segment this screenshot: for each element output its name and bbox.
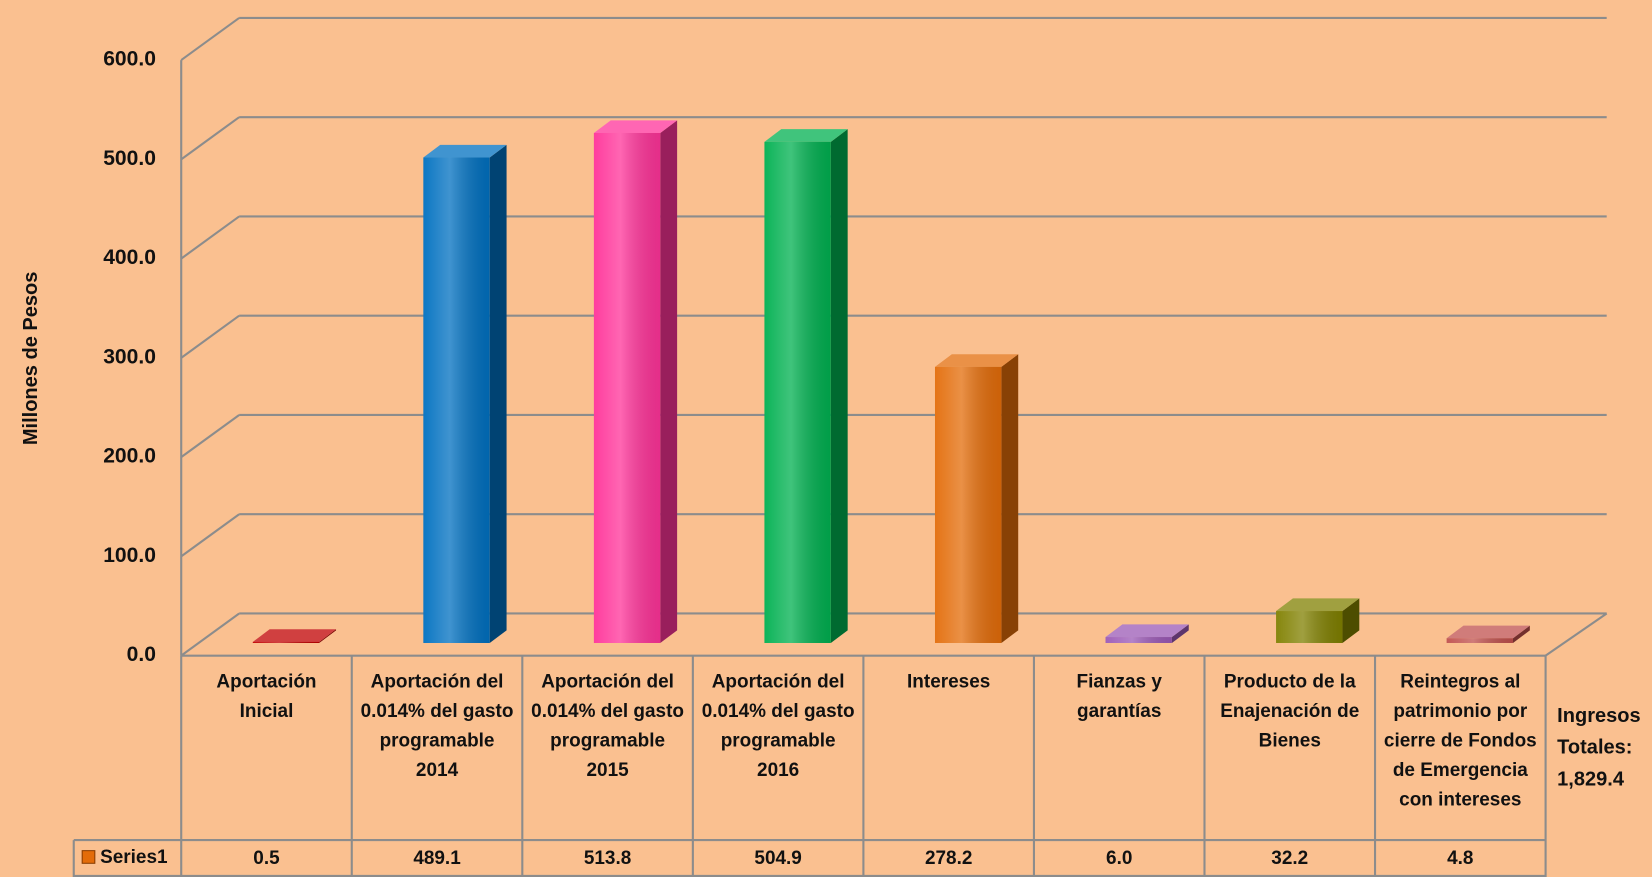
category-label: Fianzas y garantías [1076, 670, 1162, 721]
value-label: 504.9 [754, 848, 801, 869]
bar-front-shine [423, 157, 490, 643]
bar-top [423, 144, 507, 158]
y-tick-label: 300.0 [103, 345, 156, 368]
y-axis-label: Millones de Pesos [20, 272, 42, 446]
value-label: 0.5 [253, 848, 280, 869]
bar [764, 129, 848, 643]
bar [593, 120, 678, 643]
value-label: 489.1 [413, 848, 461, 869]
bar-side [489, 144, 507, 643]
category-label: Aportación Inicial [216, 670, 317, 721]
value-label: 513.8 [584, 848, 631, 869]
grid-line [180, 513, 240, 558]
bar-top [1446, 625, 1530, 639]
bar-side [1342, 598, 1360, 643]
category-label: Reintegros al patrimonio por cierre de F… [1383, 670, 1537, 810]
bar [1276, 598, 1360, 643]
grid-line [180, 414, 240, 458]
y-tick-label: 500.0 [103, 147, 156, 170]
value-label: 6.0 [1106, 848, 1132, 869]
bar-front-shine [1105, 637, 1172, 643]
bar-side [319, 629, 337, 643]
bar-side [1512, 625, 1530, 643]
bar [1446, 625, 1530, 643]
grid-line [180, 215, 240, 260]
y-tick-label: 600.0 [103, 48, 156, 71]
y-tick-label: 100.0 [103, 544, 156, 567]
bar-side [1001, 354, 1019, 643]
value-label: 4.8 [1447, 848, 1473, 869]
bar-top [1276, 598, 1360, 612]
grid-line [180, 116, 240, 161]
bar-front-shine [593, 132, 661, 643]
bar [423, 144, 507, 643]
bar-front-shine [764, 141, 831, 643]
category-label: Aportación del 0.014% del gasto programa… [531, 670, 684, 781]
category-label: Aportación del 0.014% del gasto programa… [701, 670, 855, 781]
legend-label: Series1 [100, 847, 168, 868]
bar-front-shine [934, 366, 1002, 643]
value-label: 32.2 [1271, 848, 1308, 869]
grid-line [180, 314, 240, 359]
bar [252, 629, 337, 643]
y-tick-label: 200.0 [103, 445, 156, 468]
bar [1105, 624, 1189, 643]
bar-side [660, 120, 678, 643]
value-label: 278.2 [925, 848, 972, 869]
annotation: Ingresos Totales: 1,829.4 [1557, 705, 1641, 791]
category-label: Producto de la Enajenación de Bienes [1220, 670, 1360, 751]
bar-front-shine [1276, 611, 1343, 643]
grid-line [180, 17, 240, 61]
bar-front-shine [1446, 638, 1513, 643]
bar-top [934, 354, 1019, 367]
legend-key [81, 850, 96, 864]
floor-edge [1544, 612, 1608, 657]
grid-line [180, 612, 240, 657]
bar-top [593, 120, 678, 133]
bar-side [1171, 624, 1189, 643]
bar-top [1105, 624, 1189, 638]
y-tick-label: 0.0 [127, 643, 156, 666]
y-tick-label: 400.0 [103, 246, 156, 269]
bar-front-shine [252, 641, 320, 643]
bar [934, 354, 1019, 643]
category-label: Aportación del 0.014% del gasto programa… [360, 670, 514, 781]
bar-top [764, 129, 848, 142]
bar-top [252, 629, 337, 642]
bar-side [830, 129, 848, 643]
category-label: Intereses [907, 670, 991, 692]
